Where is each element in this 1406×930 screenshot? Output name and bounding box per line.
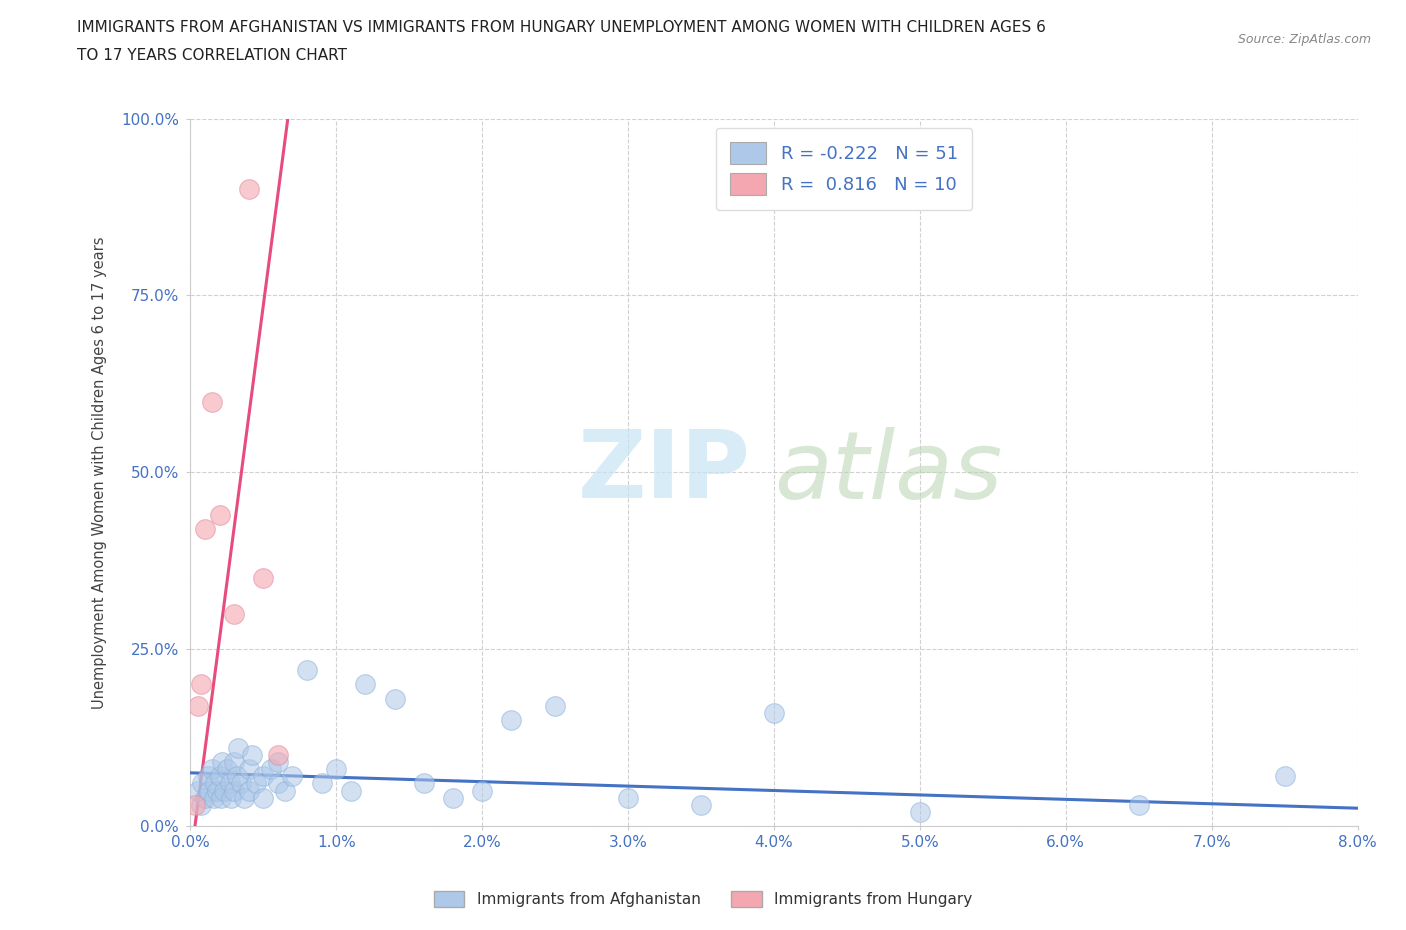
Point bbox=[224, 755, 246, 770]
Point bbox=[544, 698, 567, 713]
Text: ZIP: ZIP bbox=[578, 426, 751, 518]
Point bbox=[218, 776, 240, 790]
Point bbox=[1274, 769, 1296, 784]
Point bbox=[228, 740, 250, 755]
Point bbox=[240, 748, 263, 763]
Point bbox=[245, 776, 267, 790]
Point bbox=[190, 677, 212, 692]
Legend: Immigrants from Afghanistan, Immigrants from Hungary: Immigrants from Afghanistan, Immigrants … bbox=[427, 884, 979, 913]
Point bbox=[267, 748, 290, 763]
Point bbox=[209, 790, 232, 805]
Point bbox=[204, 776, 226, 790]
Point bbox=[1128, 797, 1150, 812]
Point bbox=[267, 755, 290, 770]
Point bbox=[908, 804, 931, 819]
Point bbox=[224, 783, 246, 798]
Point bbox=[233, 790, 256, 805]
Point bbox=[208, 507, 231, 522]
Point bbox=[211, 755, 233, 770]
Point bbox=[501, 712, 523, 727]
Point bbox=[191, 776, 214, 790]
Point bbox=[219, 790, 242, 805]
Point bbox=[252, 790, 274, 805]
Point bbox=[281, 769, 304, 784]
Point bbox=[197, 769, 219, 784]
Point bbox=[441, 790, 464, 805]
Point bbox=[194, 522, 217, 537]
Point bbox=[471, 783, 494, 798]
Point bbox=[295, 663, 318, 678]
Point bbox=[212, 783, 235, 798]
Point bbox=[238, 762, 260, 777]
Point bbox=[690, 797, 713, 812]
Point bbox=[252, 769, 274, 784]
Text: IMMIGRANTS FROM AFGHANISTAN VS IMMIGRANTS FROM HUNGARY UNEMPLOYMENT AMONG WOMEN : IMMIGRANTS FROM AFGHANISTAN VS IMMIGRANT… bbox=[77, 20, 1046, 35]
Point bbox=[259, 762, 281, 777]
Point bbox=[226, 769, 249, 784]
Point bbox=[340, 783, 363, 798]
Text: atlas: atlas bbox=[773, 427, 1002, 518]
Point bbox=[198, 783, 221, 798]
Point bbox=[617, 790, 640, 805]
Point bbox=[190, 797, 212, 812]
Text: Source: ZipAtlas.com: Source: ZipAtlas.com bbox=[1237, 33, 1371, 46]
Point bbox=[205, 783, 228, 798]
Point bbox=[201, 762, 224, 777]
Point bbox=[311, 776, 333, 790]
Point bbox=[325, 762, 347, 777]
Text: TO 17 YEARS CORRELATION CHART: TO 17 YEARS CORRELATION CHART bbox=[77, 48, 347, 63]
Point bbox=[412, 776, 434, 790]
Point bbox=[208, 769, 231, 784]
Point bbox=[354, 677, 377, 692]
Point bbox=[238, 783, 260, 798]
Point bbox=[202, 790, 225, 805]
Point bbox=[238, 182, 260, 197]
Point bbox=[252, 571, 274, 586]
Point bbox=[183, 797, 205, 812]
Point bbox=[194, 790, 217, 805]
Point bbox=[384, 691, 406, 706]
Point bbox=[762, 705, 785, 720]
Y-axis label: Unemployment Among Women with Children Ages 6 to 17 years: Unemployment Among Women with Children A… bbox=[93, 236, 107, 709]
Point bbox=[267, 776, 290, 790]
Point bbox=[201, 394, 224, 409]
Point bbox=[224, 606, 246, 621]
Point bbox=[215, 762, 238, 777]
Point bbox=[187, 783, 209, 798]
Point bbox=[274, 783, 297, 798]
Point bbox=[231, 776, 253, 790]
Legend: R = -0.222   N = 51, R =  0.816   N = 10: R = -0.222 N = 51, R = 0.816 N = 10 bbox=[716, 127, 973, 209]
Point bbox=[187, 698, 209, 713]
